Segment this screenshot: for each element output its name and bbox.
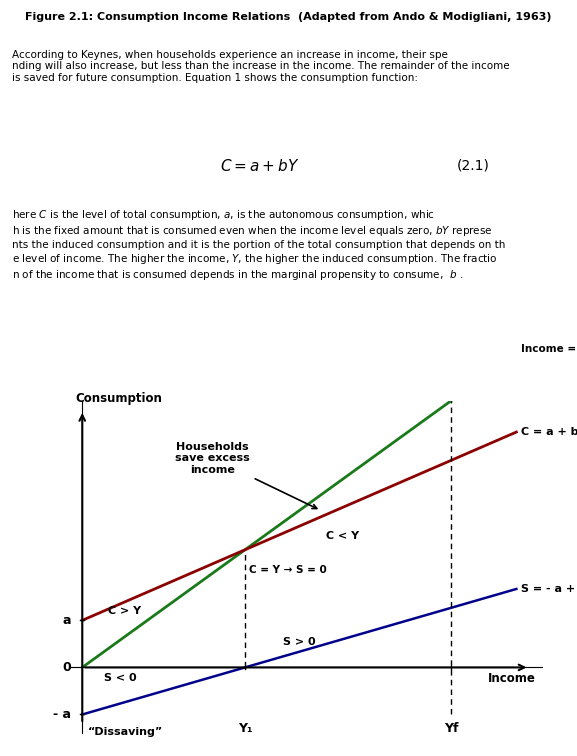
Text: Y₁: Y₁ (238, 722, 252, 736)
Text: C > Y: C > Y (108, 606, 141, 616)
Text: 0: 0 (63, 661, 72, 674)
Text: S = - a + (1 – b) Y: S = - a + (1 – b) Y (520, 584, 577, 594)
Text: S > 0: S > 0 (283, 637, 316, 647)
Text: Yf: Yf (444, 722, 459, 736)
Text: Consumption: Consumption (76, 392, 163, 405)
Text: Households
save excess
income: Households save excess income (175, 442, 317, 509)
Text: Income = Consumption: Income = Consumption (520, 344, 577, 354)
Text: Income: Income (488, 672, 536, 685)
Text: Figure 2.1: Consumption Income Relations  (Adapted from Ando & Modigliani, 1963): Figure 2.1: Consumption Income Relations… (25, 12, 552, 23)
Text: a: a (63, 614, 72, 627)
Text: (2.1): (2.1) (457, 158, 489, 172)
Text: “Dissaving”: “Dissaving” (88, 727, 163, 737)
Text: C = Y → S = 0: C = Y → S = 0 (249, 565, 327, 575)
Text: - a: - a (54, 708, 72, 721)
Text: $C = a + bY$: $C = a + bY$ (220, 158, 299, 174)
Text: C = a + bY: C = a + bY (520, 427, 577, 437)
Text: According to Keynes, when households experience an increase in income, their spe: According to Keynes, when households exp… (12, 50, 509, 83)
Text: here $C$ is the level of total consumption, $a$, is the autonomous consumption, : here $C$ is the level of total consumpti… (12, 208, 505, 281)
Text: S < 0: S < 0 (104, 674, 137, 683)
Text: C < Y: C < Y (326, 531, 359, 541)
